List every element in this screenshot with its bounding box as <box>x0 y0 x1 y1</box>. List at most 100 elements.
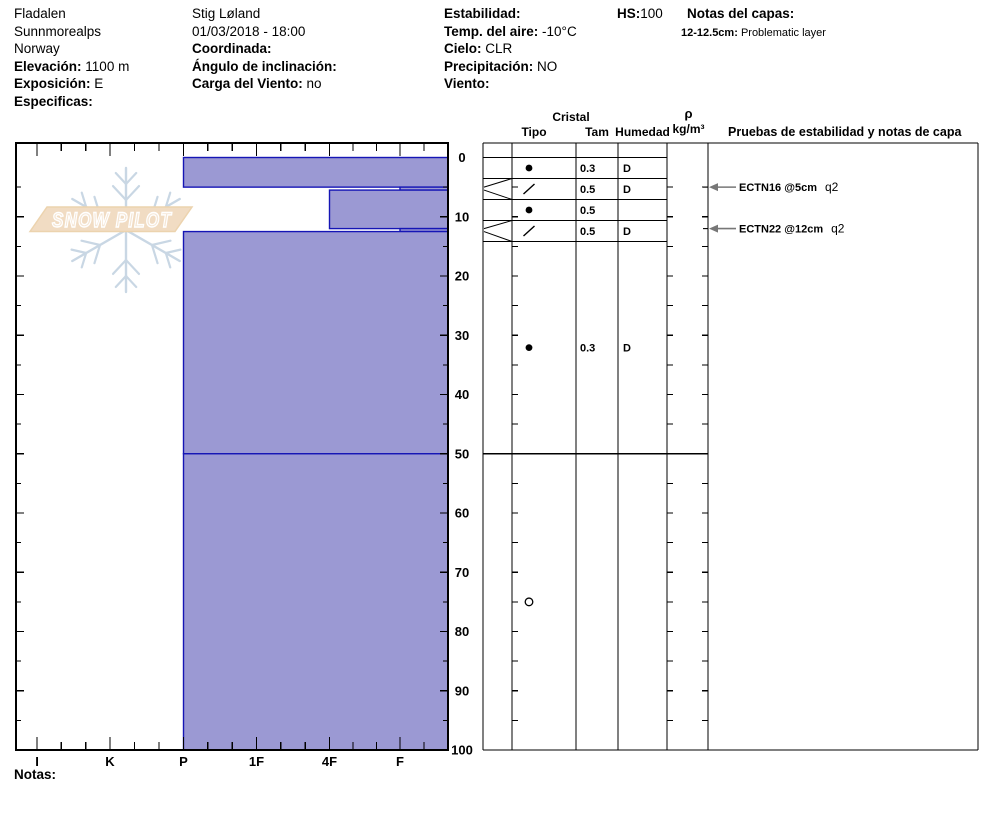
snowpilot-logo: SNOW PILOT <box>28 166 194 294</box>
air-temp-label: Temp. del aire: <box>444 23 539 39</box>
depth-label-10: 10 <box>455 209 469 224</box>
snowflake-twig <box>124 274 138 289</box>
flag-upper-line <box>483 178 513 188</box>
site-aspect: Exposición: E <box>14 75 129 93</box>
col-header-tam: Tam <box>585 125 609 139</box>
snowflake-twig <box>164 251 172 269</box>
site-name: Fladalen <box>14 6 66 21</box>
grain-size: 0.3 <box>580 343 595 355</box>
wind-loading: Carga del Viento: no <box>192 75 337 93</box>
table-row-0: 0.3 D <box>525 163 631 175</box>
slope-angle-label: Ángulo de inclinación: <box>192 58 337 74</box>
observer-name: Stig Løland <box>192 6 261 21</box>
layer-note-range: 12-12.5cm: <box>681 26 738 39</box>
snowflake-twig <box>164 248 182 255</box>
layer-note: 12-12.5cm: Problematic layer <box>681 25 826 43</box>
hardness-label-I: I <box>35 754 39 769</box>
header-observer-column: Stig Løland 01/03/2018 - 18:00 Coordinad… <box>192 5 337 93</box>
test-arrow-head <box>709 224 718 233</box>
header-site-column: Fladalen Sunnmorealps Norway Elevación: … <box>14 5 129 111</box>
depth-axis <box>16 186 448 721</box>
site-range: Sunnmorealps <box>14 23 102 39</box>
hardness-label-1F: 1F <box>249 754 264 769</box>
logo-band <box>28 206 194 233</box>
header-hs: HS:100 <box>617 5 663 23</box>
header-layer-notes: Notas del capas: 12-12.5cm: Problematic … <box>681 5 826 42</box>
grain-symbol-filled-circle <box>525 164 533 172</box>
wind-label: Viento: <box>444 76 490 92</box>
aspect-value: E <box>94 76 104 92</box>
snowflake-twig <box>80 239 102 247</box>
table-row-5 <box>524 597 534 607</box>
air-temp-value: -10°C <box>542 23 577 39</box>
slope-angle: Ángulo de inclinación: <box>192 58 337 76</box>
test-quality: q2 <box>825 180 839 194</box>
snowflake-twig <box>150 243 159 265</box>
aspect-label: Exposición: <box>14 76 91 92</box>
stability: Estabilidad: <box>444 5 577 23</box>
depth-label-80: 80 <box>455 624 469 639</box>
grain-size: 0.5 <box>580 226 595 238</box>
table-row-4: 0.3 D <box>525 343 631 355</box>
moisture: D <box>623 184 631 196</box>
table-row-3: 0.5 D <box>523 225 631 238</box>
elevation-value: 1100 m <box>85 58 130 74</box>
stability-test-1: ECTN22 @12cm q2 <box>703 222 845 236</box>
grain-symbol-open-circle <box>524 597 534 607</box>
layer-notes-label: Notas del capas: <box>687 6 795 21</box>
snowflake-twig <box>80 251 88 269</box>
snowflake-twig <box>124 258 141 276</box>
snowflake-twig <box>70 248 88 255</box>
test-label: ECTN16 @5cm q2 <box>739 180 839 194</box>
hardness-label-F: F <box>396 754 404 769</box>
thin-layer-flag-1 <box>483 178 513 200</box>
precipitation-value: NO <box>537 58 558 74</box>
depth-label-90: 90 <box>455 683 469 698</box>
site-specifics: Especificas: <box>14 93 129 111</box>
test-arrow-head <box>709 183 718 192</box>
snowflake-twig <box>80 191 88 209</box>
grain-symbol-filled-circle <box>525 344 533 352</box>
sky-label: Cielo: <box>444 41 482 57</box>
col-header-rho: ρ <box>684 106 692 121</box>
depth-label-50: 50 <box>455 446 469 461</box>
flag-lower-line <box>483 189 513 200</box>
notes-label: Notas: <box>14 767 57 782</box>
moisture: D <box>623 226 631 238</box>
depth-label-70: 70 <box>455 565 469 580</box>
flag-upper-line <box>483 220 513 230</box>
snowflake-twig <box>124 171 138 186</box>
air-temp: Temp. del aire: -10°C <box>444 23 577 41</box>
col-header-humedad: Humedad <box>615 125 670 139</box>
elevation-label: Elevación: <box>14 58 82 74</box>
coordinates: Coordinada: <box>192 40 337 58</box>
coordinates-label: Coordinada: <box>192 41 272 57</box>
precipitation-label: Precipitación: <box>444 58 534 74</box>
layer-bars <box>182 156 449 751</box>
depth-label-100: 100 <box>451 743 473 758</box>
precipitation: Precipitación: NO <box>444 58 577 76</box>
snowflake-twig <box>114 274 128 289</box>
snowflake-twig <box>114 171 128 186</box>
flag-lower-line <box>483 231 513 242</box>
grain-symbol-filled-circle <box>525 206 533 214</box>
hs-value: 100 <box>640 6 663 21</box>
depth-label-0: 0 <box>458 150 465 165</box>
observation-datetime: 01/03/2018 - 18:00 <box>192 23 306 39</box>
layer-bar-2 <box>328 189 449 230</box>
hardness-label-4F: 4F <box>322 754 337 769</box>
layer-bar-4 <box>182 230 449 455</box>
hs-label: HS: <box>617 6 641 21</box>
test-quality: q2 <box>831 222 845 236</box>
grain-size: 0.5 <box>580 184 595 196</box>
sky: Cielo: CLR <box>444 40 577 58</box>
depth-label-30: 30 <box>455 328 469 343</box>
col-header-rho-units: kg/m³ <box>672 122 704 136</box>
test-label: ECTN22 @12cm q2 <box>739 222 845 236</box>
depth-label-60: 60 <box>455 506 469 521</box>
table-row-2: 0.5 <box>525 205 595 217</box>
snowflake-twig <box>124 184 141 202</box>
header-conditions-column: Estabilidad: Temp. del aire: -10°C Cielo… <box>444 5 577 93</box>
hardness-label-P: P <box>179 754 188 769</box>
